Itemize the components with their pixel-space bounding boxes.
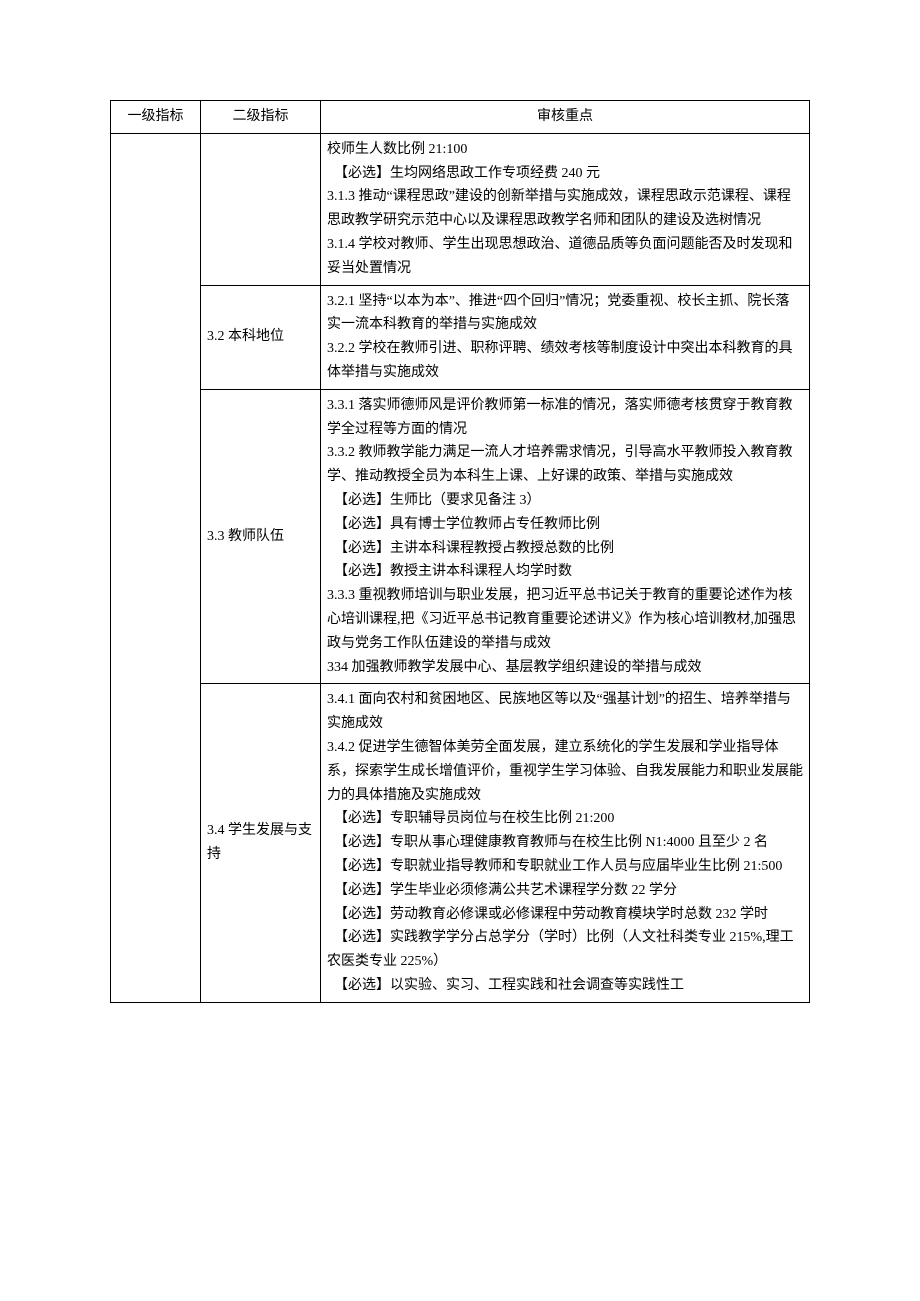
table-row: 3.4 学生发展与支持 3.4.1 面向农村和贫困地区、民族地区等以及“强基计划…	[111, 684, 810, 1002]
table-header-row: 一级指标 二级指标 审核重点	[111, 101, 810, 134]
detail-line: 3.1.3 推动“课程思政”建设的创新举措与实施成效，课程思政示范课程、课程思政…	[327, 185, 803, 233]
detail-line: 【必选】以实验、实习、工程实践和社会调查等实践性工	[327, 974, 803, 998]
detail-line: 【必选】实践教学学分占总学分（学时）比例（人文社科类专业 215%,理工农医类专…	[327, 926, 803, 974]
header-col1: 一级指标	[111, 101, 201, 134]
level2-cell: 3.4 学生发展与支持	[201, 684, 321, 1002]
detail-line: 校师生人数比例 21:100	[327, 138, 803, 162]
detail-line: 3.2.1 坚持“以本为本”、推进“四个回归”情况；党委重视、校长主抓、院长落实…	[327, 290, 803, 338]
table-row: 3.2 本科地位 3.2.1 坚持“以本为本”、推进“四个回归”情况；党委重视、…	[111, 285, 810, 389]
level2-cell: 3.2 本科地位	[201, 285, 321, 389]
header-col2: 二级指标	[201, 101, 321, 134]
detail-line: 【必选】专职辅导员岗位与在校生比例 21:200	[327, 807, 803, 831]
indicator-table: 一级指标 二级指标 审核重点 校师生人数比例 21:100 【必选】生均网络思政…	[110, 100, 810, 1003]
detail-line: 334 加强教师教学发展中心、基层教学组织建设的举措与成效	[327, 656, 803, 680]
page-root: 一级指标 二级指标 审核重点 校师生人数比例 21:100 【必选】生均网络思政…	[110, 100, 810, 1003]
detail-line: 【必选】学生毕业必须修满公共艺术课程学分数 22 学分	[327, 879, 803, 903]
detail-line: 3.3.2 教师教学能力满足一流人才培养需求情况，引导高水平教师投入教育教学、推…	[327, 441, 803, 489]
level2-cell	[201, 133, 321, 285]
detail-line: 【必选】教授主讲本科课程人均学时数	[327, 560, 803, 584]
detail-line: 3.4.2 促进学生德智体美劳全面发展，建立系统化的学生发展和学业指导体系，探索…	[327, 736, 803, 807]
table-row: 3.3 教师队伍 3.3.1 落实师德师风是评价教师第一标准的情况，落实师德考核…	[111, 389, 810, 684]
table-row: 校师生人数比例 21:100 【必选】生均网络思政工作专项经费 240 元 3.…	[111, 133, 810, 285]
detail-line: 3.2.2 学校在教师引进、职称评聘、绩效考核等制度设计中突出本科教育的具体举措…	[327, 337, 803, 385]
detail-cell: 3.3.1 落实师德师风是评价教师第一标准的情况，落实师德考核贯穿于教育教学全过…	[321, 389, 810, 684]
detail-line: 【必选】生师比（要求见备注 3）	[327, 489, 803, 513]
detail-line: 【必选】专职就业指导教师和专职就业工作人员与应届毕业生比例 21:500	[327, 855, 803, 879]
detail-cell: 3.2.1 坚持“以本为本”、推进“四个回归”情况；党委重视、校长主抓、院长落实…	[321, 285, 810, 389]
detail-line: 【必选】劳动教育必修课或必修课程中劳动教育模块学时总数 232 学时	[327, 903, 803, 927]
detail-line: 【必选】主讲本科课程教授占教授总数的比例	[327, 537, 803, 561]
detail-line: 【必选】专职从事心理健康教育教师与在校生比例 N1:4000 且至少 2 名	[327, 831, 803, 855]
header-col3: 审核重点	[321, 101, 810, 134]
level1-cell	[111, 133, 201, 1002]
detail-line: 3.4.1 面向农村和贫困地区、民族地区等以及“强基计划”的招生、培养举措与实施…	[327, 688, 803, 736]
detail-line: 3.1.4 学校对教师、学生出现思想政治、道德品质等负面问题能否及时发现和妥当处…	[327, 233, 803, 281]
detail-line: 3.3.3 重视教师培训与职业发展，把习近平总书记关于教育的重要论述作为核心培训…	[327, 584, 803, 655]
detail-line: 【必选】生均网络思政工作专项经费 240 元	[327, 162, 803, 186]
detail-cell: 3.4.1 面向农村和贫困地区、民族地区等以及“强基计划”的招生、培养举措与实施…	[321, 684, 810, 1002]
detail-cell: 校师生人数比例 21:100 【必选】生均网络思政工作专项经费 240 元 3.…	[321, 133, 810, 285]
detail-line: 3.3.1 落实师德师风是评价教师第一标准的情况，落实师德考核贯穿于教育教学全过…	[327, 394, 803, 442]
level2-cell: 3.3 教师队伍	[201, 389, 321, 684]
detail-line: 【必选】具有博士学位教师占专任教师比例	[327, 513, 803, 537]
